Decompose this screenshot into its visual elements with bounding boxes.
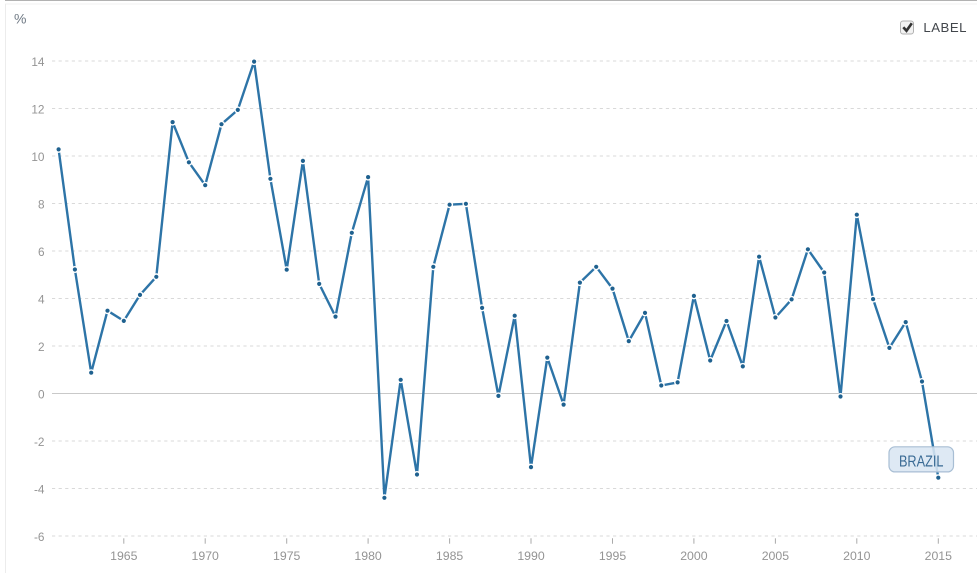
svg-text:1975: 1975 [273, 549, 301, 563]
svg-text:2015: 2015 [925, 549, 953, 563]
svg-text:8: 8 [38, 198, 45, 212]
svg-text:1965: 1965 [110, 549, 138, 563]
svg-text:10: 10 [31, 150, 45, 164]
svg-text:BRAZIL: BRAZIL [899, 454, 944, 471]
svg-text:1970: 1970 [192, 549, 220, 563]
svg-text:0: 0 [38, 388, 45, 402]
svg-text:1980: 1980 [354, 549, 382, 563]
svg-text:6: 6 [38, 245, 45, 259]
svg-text:12: 12 [31, 103, 44, 117]
svg-text:-4: -4 [34, 483, 45, 497]
svg-text:1985: 1985 [436, 549, 464, 563]
svg-text:1990: 1990 [517, 549, 545, 563]
svg-text:1995: 1995 [599, 549, 627, 563]
svg-text:2005: 2005 [762, 549, 790, 563]
svg-text:4: 4 [38, 293, 45, 307]
svg-text:2010: 2010 [843, 549, 871, 563]
svg-text:LABEL: LABEL [923, 20, 967, 35]
svg-text:-6: -6 [34, 530, 45, 544]
svg-text:-2: -2 [34, 435, 45, 449]
svg-text:2000: 2000 [680, 549, 708, 563]
svg-text:14: 14 [31, 55, 45, 69]
svg-text:%: % [14, 11, 26, 27]
svg-text:2: 2 [38, 340, 45, 354]
